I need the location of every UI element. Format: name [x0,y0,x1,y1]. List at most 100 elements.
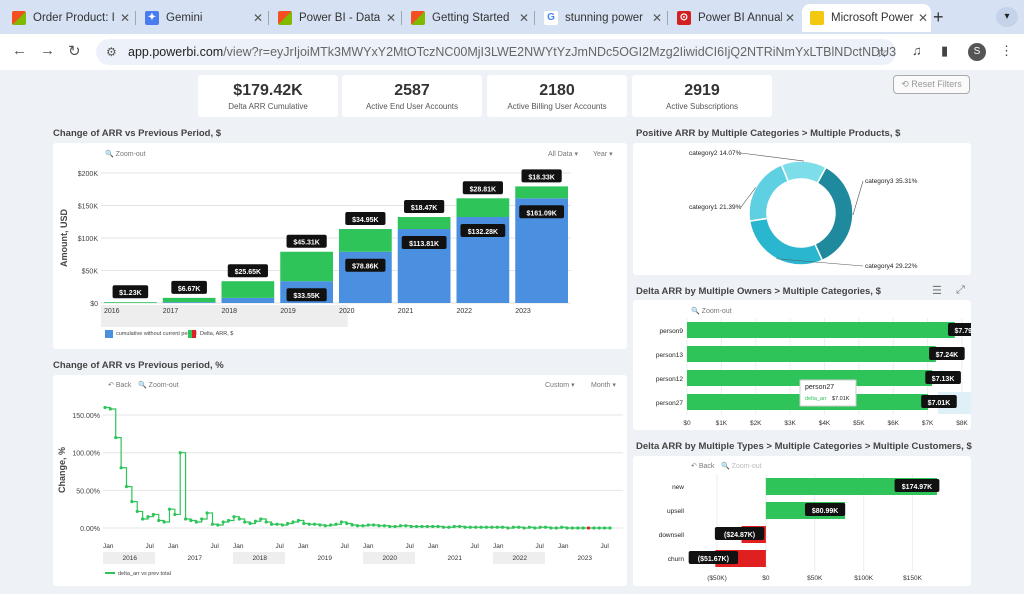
tab-1[interactable]: Order Product: I ✕ [4,4,133,32]
tab-search-button[interactable]: ▾ [996,7,1018,27]
y-category-label: new [672,484,684,491]
kpi-value: 2180 [539,82,575,99]
data-point [130,500,134,504]
data-label: $80.99K [812,508,838,515]
zoom-out-button[interactable]: 🔍 Zoom-out [721,463,762,470]
y-category-label: downsell [659,532,685,539]
y-tick-label: 50.00% [76,488,100,495]
arr-pct-chart[interactable]: Change, % 0.00% 50.00% 100.00% 150.00% Jan Jul… [53,375,627,586]
google-icon: G [544,11,558,25]
x-tick-label: 2023 [515,308,531,315]
data-point [269,522,274,526]
url-input[interactable]: ⚙ app.powerbi.com/view?r=eyJrIjoiMTk3MWY… [96,39,896,65]
address-bar-row: ← → ↻ ⚙ app.powerbi.com/view?r=eyJrIjoiM… [0,34,1024,70]
y-tick-label: 150.00% [72,413,100,420]
close-tab-icon[interactable]: ✕ [252,11,264,25]
site-info-icon[interactable]: ⚙ [106,45,117,59]
tab-6[interactable]: ⊙ Power BI Annual ✕ [669,4,798,32]
data-point [581,526,585,530]
month-dropdown[interactable]: Month ▾ [591,382,616,389]
media-icon[interactable]: ♫ [912,43,922,58]
delta-data-label-bg [227,264,268,278]
bar-delta [221,281,275,298]
back-button[interactable]: ↶ Back [108,382,132,389]
legend-swatch-base [105,330,113,338]
owners-chart[interactable]: $0 $1K $2K $3K $4K $5K $6K $7K $8K person9 $7.79K p… [633,300,971,430]
x-tick-label: 2022 [457,308,473,315]
period-dropdown[interactable]: Year ▾ [593,151,613,158]
all-data-label: All Data [548,151,573,158]
data-point [323,524,327,528]
x-month-label: Jul [536,543,545,550]
delta-data-label-bg [345,212,386,226]
base-data-label: $132.28K [468,229,498,236]
tab-3[interactable]: Power BI - Data ✕ [270,4,399,32]
kpi-label: Active Billing User Accounts [507,102,607,111]
slice-label: category1 21.39% [689,204,742,211]
data-point [146,515,150,519]
all-data-dropdown[interactable]: All Data ▾ [548,151,578,158]
zoom-out-button[interactable]: 🔍 Zoom-out [691,308,732,315]
filter-icon[interactable]: ☰ [932,285,942,297]
x-year-label: 2022 [513,555,528,562]
donut-chart[interactable]: category3 35.31% category4 29.22% category… [633,143,971,275]
tab-label: stunning power [565,12,643,24]
data-point [194,520,198,524]
data-point [592,526,596,530]
menu-icon[interactable]: ⋮ [1000,43,1013,58]
back-button[interactable]: ↶ Back [691,463,715,470]
reset-icon: ⟲ [901,79,912,89]
data-point [554,526,558,530]
bar [765,478,937,495]
new-tab-button[interactable]: + [933,7,944,27]
reload-icon[interactable]: ↻ [68,43,81,60]
legend-label-delta: Delta, ARR, $ [200,331,233,337]
x-tick-label: $4K [819,420,831,427]
tooltip-value: $7.01K [832,396,850,402]
gemini-icon: ✦ [145,11,159,25]
close-tab-icon[interactable]: ✕ [119,11,131,25]
reset-filters-button[interactable]: ⟲ Reset Filters [893,75,970,94]
x-month-label: Jan [493,543,504,550]
delta-data-label: $6.67K [178,286,201,293]
zoom-out-label: Zoom-out [731,463,762,470]
close-tab-icon[interactable]: ✕ [385,11,397,25]
profile-avatar[interactable]: S [968,43,986,61]
data-point [173,512,177,517]
leader-line [740,152,805,162]
close-tab-icon[interactable]: ✕ [784,11,796,25]
y-tick-label: $200K [78,171,99,178]
data-point [345,521,349,526]
data-point [468,525,472,529]
data-label: $7.79K [954,328,971,335]
data-point [388,524,392,529]
zoom-out-button[interactable]: 🔍 Zoom-out [138,382,179,389]
donut-slice [813,166,854,262]
data-point [506,526,510,530]
tab-7[interactable]: Microsoft Power ✕ [802,4,931,32]
bookmark-star-icon[interactable]: ☆ [875,44,888,60]
side-panel-icon[interactable]: ▮ [941,43,949,58]
focus-mode-icon[interactable]: ⤢ [956,284,965,296]
kpi-label: Active Subscriptions [665,102,739,111]
types-chart[interactable]: ($50K) $0 $50K $100K $150K new $174.97K upsell $… [633,456,971,586]
arr-change-chart[interactable]: Amount, USD $0 $50K $100K $150K $200K 2016 $1.2… [53,143,627,349]
donut-panel: category3 35.31% category4 29.22% category… [633,143,971,275]
y-tick-label: $150K [78,204,99,211]
tab-separator [135,11,136,25]
forward-icon[interactable]: → [40,42,55,59]
tab-separator [534,11,535,25]
close-tab-icon[interactable]: ✕ [917,11,929,25]
x-year-label: 2017 [188,555,203,562]
tab-2[interactable]: ✦ Gemini ✕ [137,4,266,32]
close-tab-icon[interactable]: ✕ [518,11,530,25]
back-icon[interactable]: ← [12,42,27,59]
close-tab-icon[interactable]: ✕ [651,11,663,25]
zoom-out-button[interactable]: 🔍 Zoom-out [105,151,146,158]
data-point [570,526,574,530]
data-point [608,526,612,530]
x-month-label: Jul [471,543,480,550]
custom-dropdown[interactable]: Custom ▾ [545,382,575,389]
tab-4[interactable]: Getting Started ✕ [403,4,532,32]
